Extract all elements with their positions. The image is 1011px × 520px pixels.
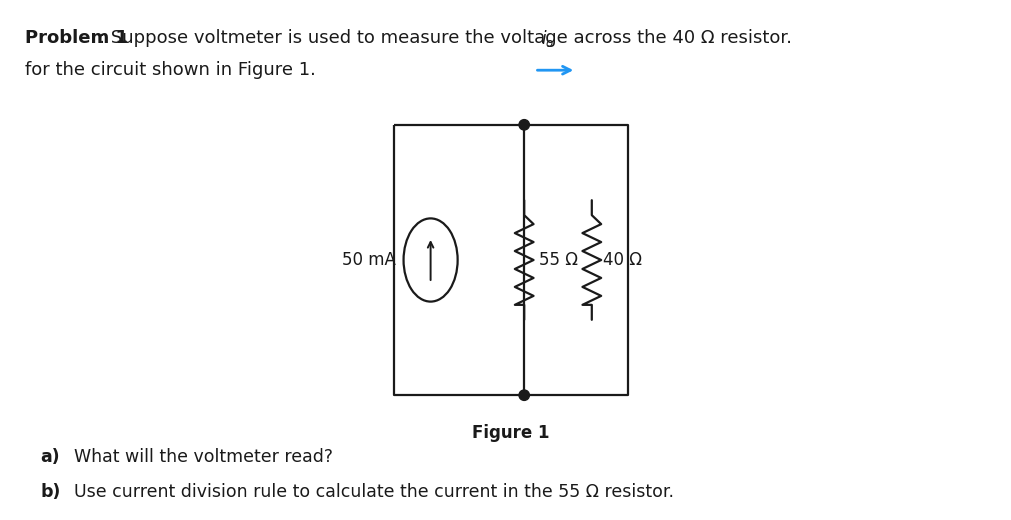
Text: 40 Ω: 40 Ω [603,251,642,269]
Text: : Suppose voltmeter is used to measure the voltage across the 40 Ω resistor.: : Suppose voltmeter is used to measure t… [99,29,792,47]
Text: 50 mA: 50 mA [342,251,395,269]
Text: Problem 1: Problem 1 [25,29,128,47]
Text: Figure 1: Figure 1 [472,424,549,442]
Circle shape [519,390,529,400]
Text: a): a) [40,448,60,466]
Text: Use current division rule to calculate the current in the 55 Ω resistor.: Use current division rule to calculate t… [63,483,673,501]
Text: What will the voltmeter read?: What will the voltmeter read? [63,448,333,466]
Circle shape [519,120,529,130]
Text: for the circuit shown in Figure 1.: for the circuit shown in Figure 1. [25,61,315,80]
Text: b): b) [40,483,61,501]
Text: $i_o$: $i_o$ [541,29,554,49]
Text: 55 Ω: 55 Ω [538,251,577,269]
